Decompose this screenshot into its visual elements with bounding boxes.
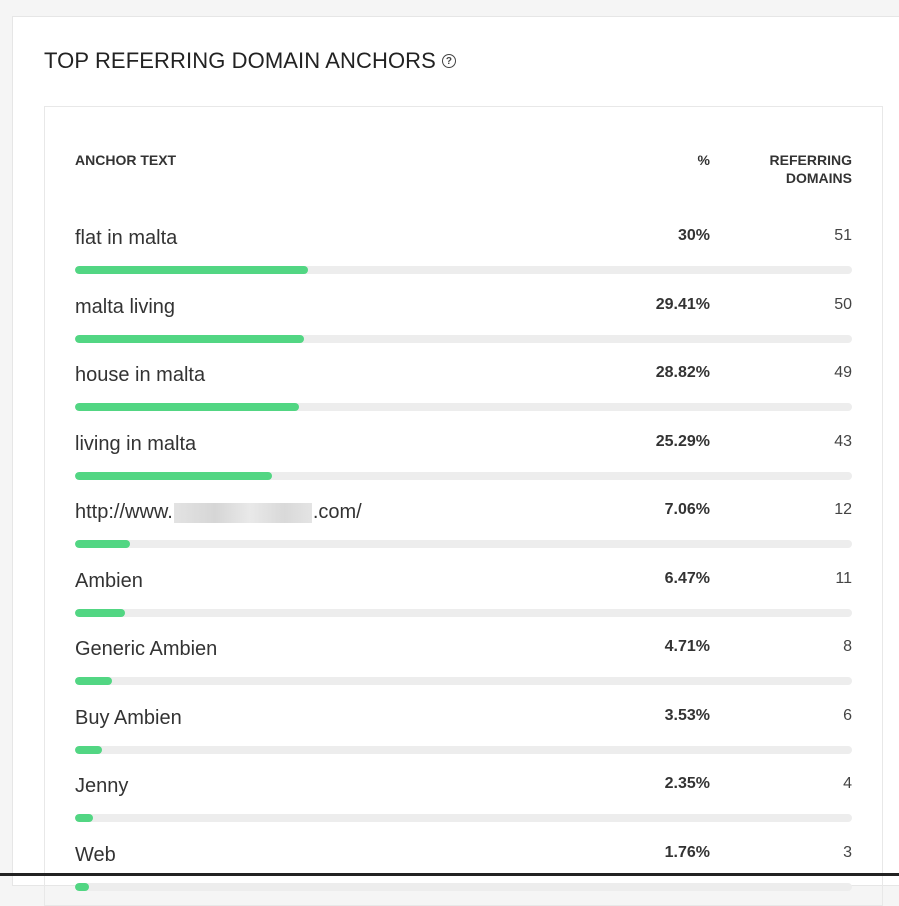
progress-fill	[75, 540, 130, 548]
progress-track	[75, 677, 852, 685]
referring-domains-count[interactable]: 51	[834, 227, 852, 244]
percent-value: 29.41%	[655, 296, 710, 313]
table-row: Jenny 2.35% 4	[75, 775, 852, 835]
percent-value: 4.71%	[664, 638, 710, 655]
percent-value: 1.76%	[664, 844, 710, 861]
progress-fill	[75, 609, 126, 617]
anchor-text: Buy Ambien	[75, 707, 182, 729]
progress-track	[75, 814, 852, 822]
progress-fill	[75, 472, 272, 480]
referring-anchors-card: TOP REFERRING DOMAIN ANCHORS ? ANCHOR TE…	[12, 16, 899, 906]
progress-track	[75, 403, 852, 411]
progress-fill	[75, 335, 304, 343]
table-row: living in malta 25.29% 43	[75, 433, 852, 493]
table-row: house in malta 28.82% 49	[75, 364, 852, 424]
question-circle-icon[interactable]: ?	[441, 54, 456, 68]
progress-track	[75, 609, 852, 617]
percent-value: 2.35%	[664, 775, 710, 792]
referring-domains-count[interactable]: 11	[835, 570, 852, 587]
progress-fill	[75, 403, 299, 411]
table-row: http://www. .com/ 7.06% 12	[75, 501, 852, 561]
progress-track	[75, 266, 852, 274]
referring-domains-count[interactable]: 50	[834, 296, 852, 313]
referring-domains-count[interactable]: 8	[843, 638, 852, 655]
anchors-table: ANCHOR TEXT % REFERRING DOMAINS flat in …	[44, 106, 883, 906]
referring-domains-count[interactable]: 3	[843, 844, 852, 861]
percent-value: 28.82%	[655, 364, 710, 381]
anchor-url-suffix: .com/	[312, 501, 362, 523]
referring-domains-count[interactable]: 6	[843, 707, 852, 724]
table-row: Buy Ambien 3.53% 6	[75, 707, 852, 767]
anchor-text: Ambien	[75, 570, 143, 592]
table-row: Generic Ambien 4.71% 8	[75, 638, 852, 698]
progress-fill	[75, 746, 103, 754]
table-row: Ambien 6.47% 11	[75, 570, 852, 630]
anchor-text-url: http://www. .com/	[75, 501, 362, 524]
progress-track	[75, 746, 852, 754]
anchor-text: Web	[75, 844, 116, 866]
progress-track	[75, 540, 852, 548]
anchor-text: Jenny	[75, 775, 129, 797]
table-row: flat in malta 30% 51	[75, 227, 852, 287]
progress-fill	[75, 883, 89, 891]
referring-domains-count[interactable]: 4	[843, 775, 852, 792]
card-title: TOP REFERRING DOMAIN ANCHORS ?	[44, 48, 456, 74]
header-referring-line2: DOMAINS	[785, 170, 852, 186]
anchor-url-prefix: http://www.	[75, 501, 173, 523]
anchor-text: Generic Ambien	[75, 638, 218, 660]
referring-domains-count[interactable]: 12	[834, 501, 852, 518]
anchor-text: malta living	[75, 296, 176, 318]
header-anchor-text[interactable]: ANCHOR TEXT	[75, 152, 177, 168]
anchor-text: house in malta	[75, 364, 206, 386]
referring-domains-count[interactable]: 43	[834, 433, 852, 450]
progress-track	[75, 472, 852, 480]
header-percent[interactable]: %	[697, 152, 710, 168]
progress-fill	[75, 677, 112, 685]
bottom-divider	[0, 873, 899, 876]
percent-value: 30%	[677, 227, 710, 244]
referring-domains-count[interactable]: 49	[834, 364, 852, 381]
percent-value: 25.29%	[655, 433, 710, 450]
progress-fill	[75, 814, 94, 822]
header-referring-line1: REFERRING	[769, 152, 852, 168]
table-row: malta living 29.41% 50	[75, 296, 852, 356]
header-referring-domains[interactable]: REFERRING DOMAINS	[742, 151, 852, 187]
progress-track	[75, 335, 852, 343]
percent-value: 6.47%	[664, 570, 710, 587]
progress-fill	[75, 266, 309, 274]
anchor-text: flat in malta	[75, 227, 178, 249]
redacted-domain	[173, 502, 312, 523]
percent-value: 7.06%	[664, 501, 710, 518]
percent-value: 3.53%	[664, 707, 710, 724]
anchor-text: living in malta	[75, 433, 197, 455]
card-title-text: TOP REFERRING DOMAIN ANCHORS	[44, 48, 436, 73]
progress-track	[75, 883, 852, 891]
